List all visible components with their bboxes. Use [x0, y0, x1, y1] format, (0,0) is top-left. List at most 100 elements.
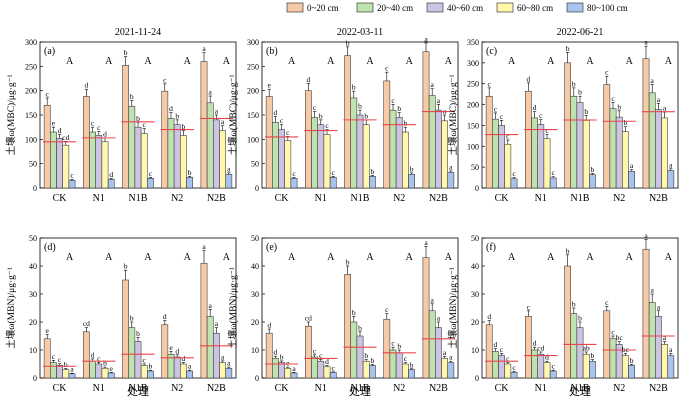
bar: [628, 365, 635, 379]
bar: [642, 58, 650, 189]
significance-letter: c: [404, 354, 408, 363]
y-tick-label: 350: [467, 38, 479, 47]
significance-letter: b: [352, 308, 356, 317]
bar: [395, 117, 403, 189]
bar: [101, 367, 109, 379]
x-axis-label: 处理: [127, 385, 149, 398]
significance-letter: b: [404, 119, 408, 128]
significance-letter: c: [391, 96, 395, 105]
bar: [272, 122, 279, 189]
significance-letter: c: [391, 339, 395, 348]
bar: [219, 362, 226, 379]
bar: [311, 117, 318, 189]
bar: [362, 124, 370, 189]
significance-letter: cd: [62, 133, 69, 142]
bar: [225, 174, 233, 189]
bar: [564, 62, 571, 189]
significance-letter: a: [449, 162, 453, 171]
y-tick-label: 30: [251, 290, 259, 299]
significance-letter: d: [545, 353, 549, 362]
bar: [369, 365, 376, 379]
group-letter: A: [66, 56, 74, 67]
bar: [428, 95, 436, 189]
bar: [344, 274, 351, 379]
significance-letter: d: [307, 75, 311, 84]
significance-letter: c: [332, 168, 336, 177]
group-letter: A: [288, 56, 296, 67]
bar: [510, 178, 518, 189]
y-tick-label: 20: [251, 318, 259, 327]
group-letter: A: [327, 252, 335, 263]
y-tick-label: 30: [471, 290, 479, 299]
significance-letter: c: [500, 345, 504, 354]
significance-letter: a: [188, 362, 192, 371]
significance-letter: a: [227, 164, 231, 173]
bar: [383, 80, 391, 189]
significance-letter: c: [332, 363, 336, 372]
group-letter: A: [547, 252, 555, 263]
significance-letter: a: [663, 104, 667, 113]
significance-letter: d: [527, 74, 531, 83]
significance-letter: c: [488, 79, 492, 88]
significance-letter: b: [591, 165, 595, 174]
significance-letter: b: [124, 48, 128, 57]
significance-letter: a: [215, 319, 219, 328]
bar: [128, 327, 136, 379]
significance-letter: d: [487, 312, 491, 321]
significance-letter: d: [85, 81, 89, 90]
significance-letter: c: [605, 68, 609, 77]
significance-letter: b: [410, 164, 414, 173]
significance-letter: b: [346, 258, 350, 267]
bar: [311, 356, 318, 379]
panel-label: (f): [486, 242, 496, 253]
bar: [140, 133, 148, 189]
bar: [278, 129, 285, 189]
panel-4: 01020304050(e)CKddbeaAN1cdccdcAN1BbbbbbA…: [251, 234, 459, 394]
significance-letter: c: [319, 351, 323, 360]
significance-letter: c: [552, 362, 556, 371]
bar: [350, 97, 358, 189]
bar: [609, 338, 617, 379]
category-label: N1B: [129, 383, 148, 394]
significance-letter: a: [70, 365, 74, 374]
significance-letter: a: [424, 34, 428, 43]
bar: [161, 90, 169, 189]
bar: [582, 353, 590, 379]
significance-letter: bc: [616, 333, 624, 342]
bar: [362, 360, 370, 379]
legend-swatch-2: [426, 2, 444, 13]
bar: [290, 372, 298, 379]
bar: [549, 370, 557, 379]
significance-letter: a: [651, 286, 655, 295]
bar: [661, 344, 668, 379]
y-tick-label: 150: [247, 111, 259, 120]
bar: [609, 108, 617, 189]
bar: [356, 114, 364, 189]
category-label: N2: [613, 193, 625, 204]
significance-letter: bc: [622, 345, 630, 354]
significance-letter: b: [130, 92, 134, 101]
significance-letter: e: [110, 364, 114, 373]
significance-letter: a: [651, 76, 655, 85]
bar: [284, 367, 292, 379]
category-label: N1: [535, 383, 547, 394]
significance-letter: b: [364, 351, 368, 360]
bar: [408, 174, 415, 189]
bar: [140, 365, 148, 379]
bar: [219, 130, 226, 189]
significance-letter: c: [611, 94, 615, 103]
significance-letter: a: [657, 302, 661, 311]
group-letter: A: [586, 56, 594, 67]
significance-letter: a: [443, 348, 447, 357]
significance-letter: b: [136, 329, 140, 338]
significance-letter: cd: [305, 314, 312, 323]
bar: [68, 373, 76, 379]
bar: [305, 325, 312, 379]
y-tick-label: 40: [29, 262, 37, 271]
significance-letter: c: [512, 169, 516, 178]
date-label: 2022-03-11: [337, 27, 383, 38]
bar: [278, 362, 285, 379]
significance-letter: a: [443, 107, 447, 116]
bar: [56, 138, 63, 189]
